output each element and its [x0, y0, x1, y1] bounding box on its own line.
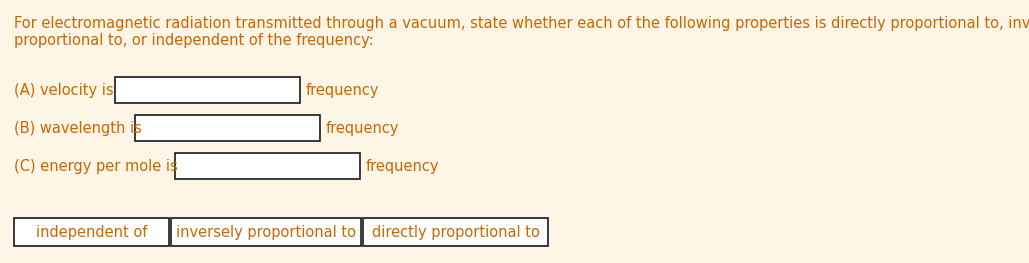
Text: (C) energy per mole is: (C) energy per mole is	[14, 159, 178, 174]
Text: frequency: frequency	[366, 159, 439, 174]
Text: directly proportional to: directly proportional to	[371, 225, 539, 240]
FancyBboxPatch shape	[14, 218, 169, 246]
Text: For electromagnetic radiation transmitted through a vacuum, state whether each o: For electromagnetic radiation transmitte…	[14, 16, 1029, 31]
FancyBboxPatch shape	[171, 218, 361, 246]
Text: (B) wavelength is: (B) wavelength is	[14, 120, 142, 135]
Text: independent of: independent of	[36, 225, 147, 240]
FancyBboxPatch shape	[363, 218, 548, 246]
Text: frequency: frequency	[306, 83, 380, 98]
Text: frequency: frequency	[326, 120, 399, 135]
FancyBboxPatch shape	[175, 153, 360, 179]
Text: (A) velocity is: (A) velocity is	[14, 83, 113, 98]
FancyBboxPatch shape	[135, 115, 320, 141]
Text: proportional to, or independent of the frequency:: proportional to, or independent of the f…	[14, 33, 374, 48]
Text: inversely proportional to: inversely proportional to	[176, 225, 356, 240]
FancyBboxPatch shape	[115, 77, 300, 103]
